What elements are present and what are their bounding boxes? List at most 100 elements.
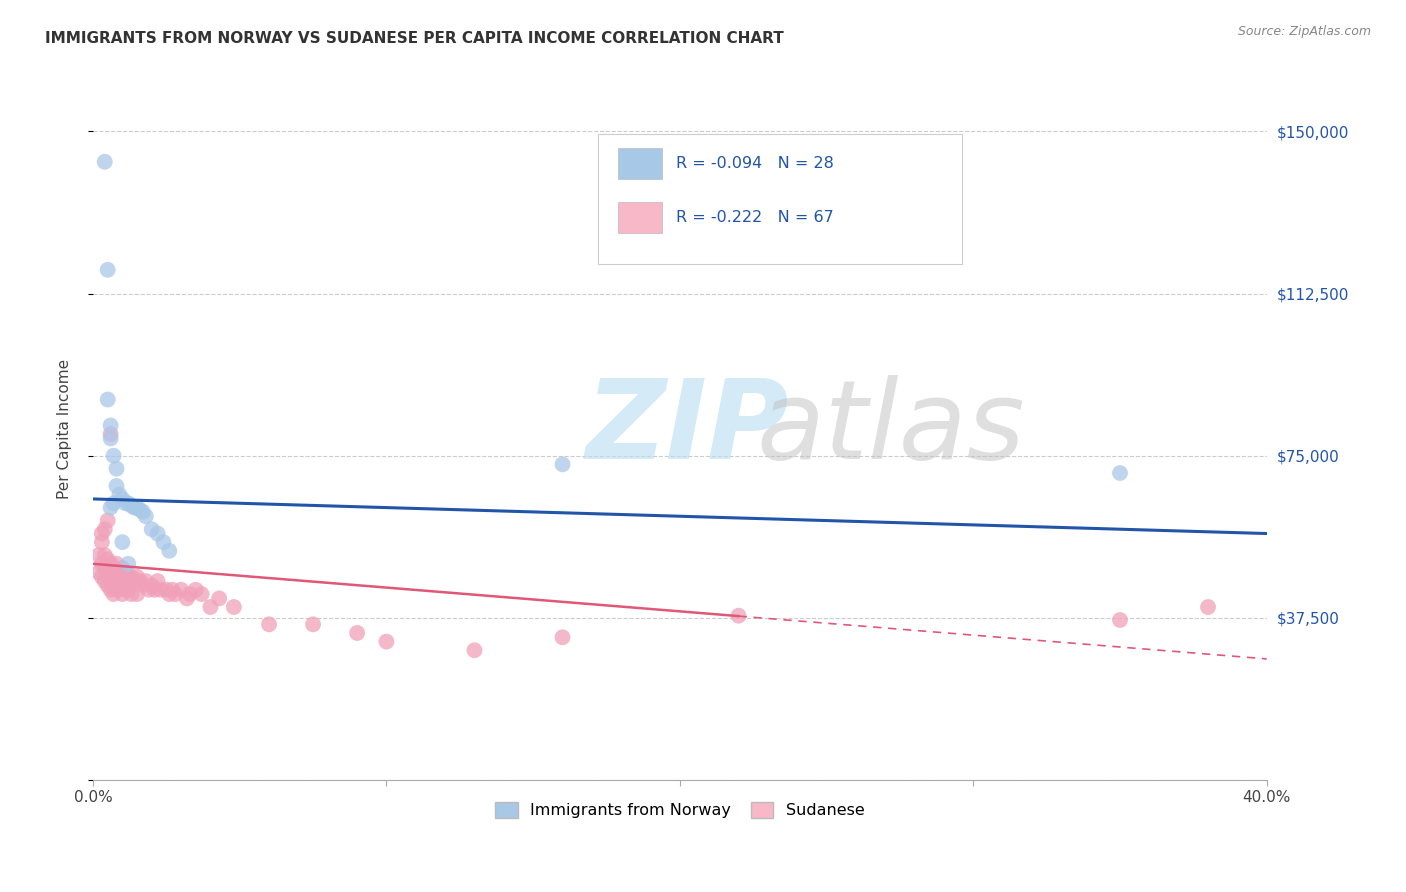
Point <box>551 458 574 472</box>
Point <box>170 582 193 597</box>
Point <box>132 505 155 519</box>
Point <box>105 479 128 493</box>
Point <box>176 591 198 606</box>
Point <box>165 587 187 601</box>
Point <box>111 587 134 601</box>
Point <box>100 582 122 597</box>
Point <box>120 570 142 584</box>
Point <box>184 582 207 597</box>
Point <box>105 570 128 584</box>
Point <box>375 634 398 648</box>
Point <box>103 574 125 588</box>
Point <box>105 557 128 571</box>
Point <box>94 548 117 562</box>
Point <box>179 587 201 601</box>
Point <box>141 522 163 536</box>
Point <box>100 570 122 584</box>
Point <box>200 600 222 615</box>
Point <box>94 574 117 588</box>
Point <box>114 496 136 510</box>
FancyBboxPatch shape <box>617 148 662 179</box>
Point <box>94 561 117 575</box>
Point <box>1109 613 1132 627</box>
Point <box>111 491 134 506</box>
Point <box>208 591 231 606</box>
Text: R = -0.222   N = 67: R = -0.222 N = 67 <box>676 211 834 226</box>
Text: atlas: atlas <box>756 376 1025 483</box>
Point <box>108 578 131 592</box>
Point <box>87 566 110 580</box>
Text: ZIP: ZIP <box>586 376 790 483</box>
Legend: Immigrants from Norway, Sudanese: Immigrants from Norway, Sudanese <box>489 796 870 825</box>
Point <box>114 566 136 580</box>
Point <box>132 578 155 592</box>
Text: IMMIGRANTS FROM NORWAY VS SUDANESE PER CAPITA INCOME CORRELATION CHART: IMMIGRANTS FROM NORWAY VS SUDANESE PER C… <box>45 31 783 46</box>
Point <box>122 500 145 515</box>
Point <box>100 427 122 442</box>
Point <box>157 587 180 601</box>
Point <box>94 154 117 169</box>
FancyBboxPatch shape <box>617 202 662 234</box>
Point <box>103 561 125 575</box>
Point <box>100 418 122 433</box>
Point <box>97 552 120 566</box>
Point <box>103 587 125 601</box>
Point <box>97 514 120 528</box>
Point <box>146 526 169 541</box>
Point <box>90 526 112 541</box>
Point <box>108 566 131 580</box>
Point <box>125 570 148 584</box>
Point <box>105 582 128 597</box>
Point <box>1197 600 1219 615</box>
Text: R = -0.094   N = 28: R = -0.094 N = 28 <box>676 155 834 170</box>
Point <box>1109 466 1132 480</box>
Point <box>152 535 174 549</box>
FancyBboxPatch shape <box>598 134 962 264</box>
Point <box>120 499 142 513</box>
Point <box>105 461 128 475</box>
Point <box>117 582 139 597</box>
Point <box>727 608 749 623</box>
Point <box>103 449 125 463</box>
Point <box>117 496 139 510</box>
Point <box>138 582 160 597</box>
Point <box>97 566 120 580</box>
Point <box>97 578 120 592</box>
Point <box>141 578 163 592</box>
Point <box>146 574 169 588</box>
Point <box>190 587 212 601</box>
Point <box>222 600 245 615</box>
Point <box>90 557 112 571</box>
Text: Source: ZipAtlas.com: Source: ZipAtlas.com <box>1237 25 1371 38</box>
Point <box>117 557 139 571</box>
Point <box>129 502 152 516</box>
Point <box>114 582 136 597</box>
Point <box>94 522 117 536</box>
Point <box>463 643 485 657</box>
Point <box>129 574 152 588</box>
Point <box>100 557 122 571</box>
Point <box>111 561 134 575</box>
Point <box>111 574 134 588</box>
Point <box>108 488 131 502</box>
Point <box>162 582 184 597</box>
Point <box>135 574 157 588</box>
Point <box>346 626 368 640</box>
Y-axis label: Per Capita Income: Per Capita Income <box>58 359 72 499</box>
Point <box>97 262 120 277</box>
Point <box>125 500 148 515</box>
Point <box>97 392 120 407</box>
Point <box>122 574 145 588</box>
Point <box>100 500 122 515</box>
Point <box>87 548 110 562</box>
Point <box>149 582 172 597</box>
Point <box>143 582 166 597</box>
Point <box>157 544 180 558</box>
Point <box>120 587 142 601</box>
Point <box>117 570 139 584</box>
Point <box>257 617 280 632</box>
Point <box>551 630 574 644</box>
Point <box>125 587 148 601</box>
Point <box>111 535 134 549</box>
Point <box>90 535 112 549</box>
